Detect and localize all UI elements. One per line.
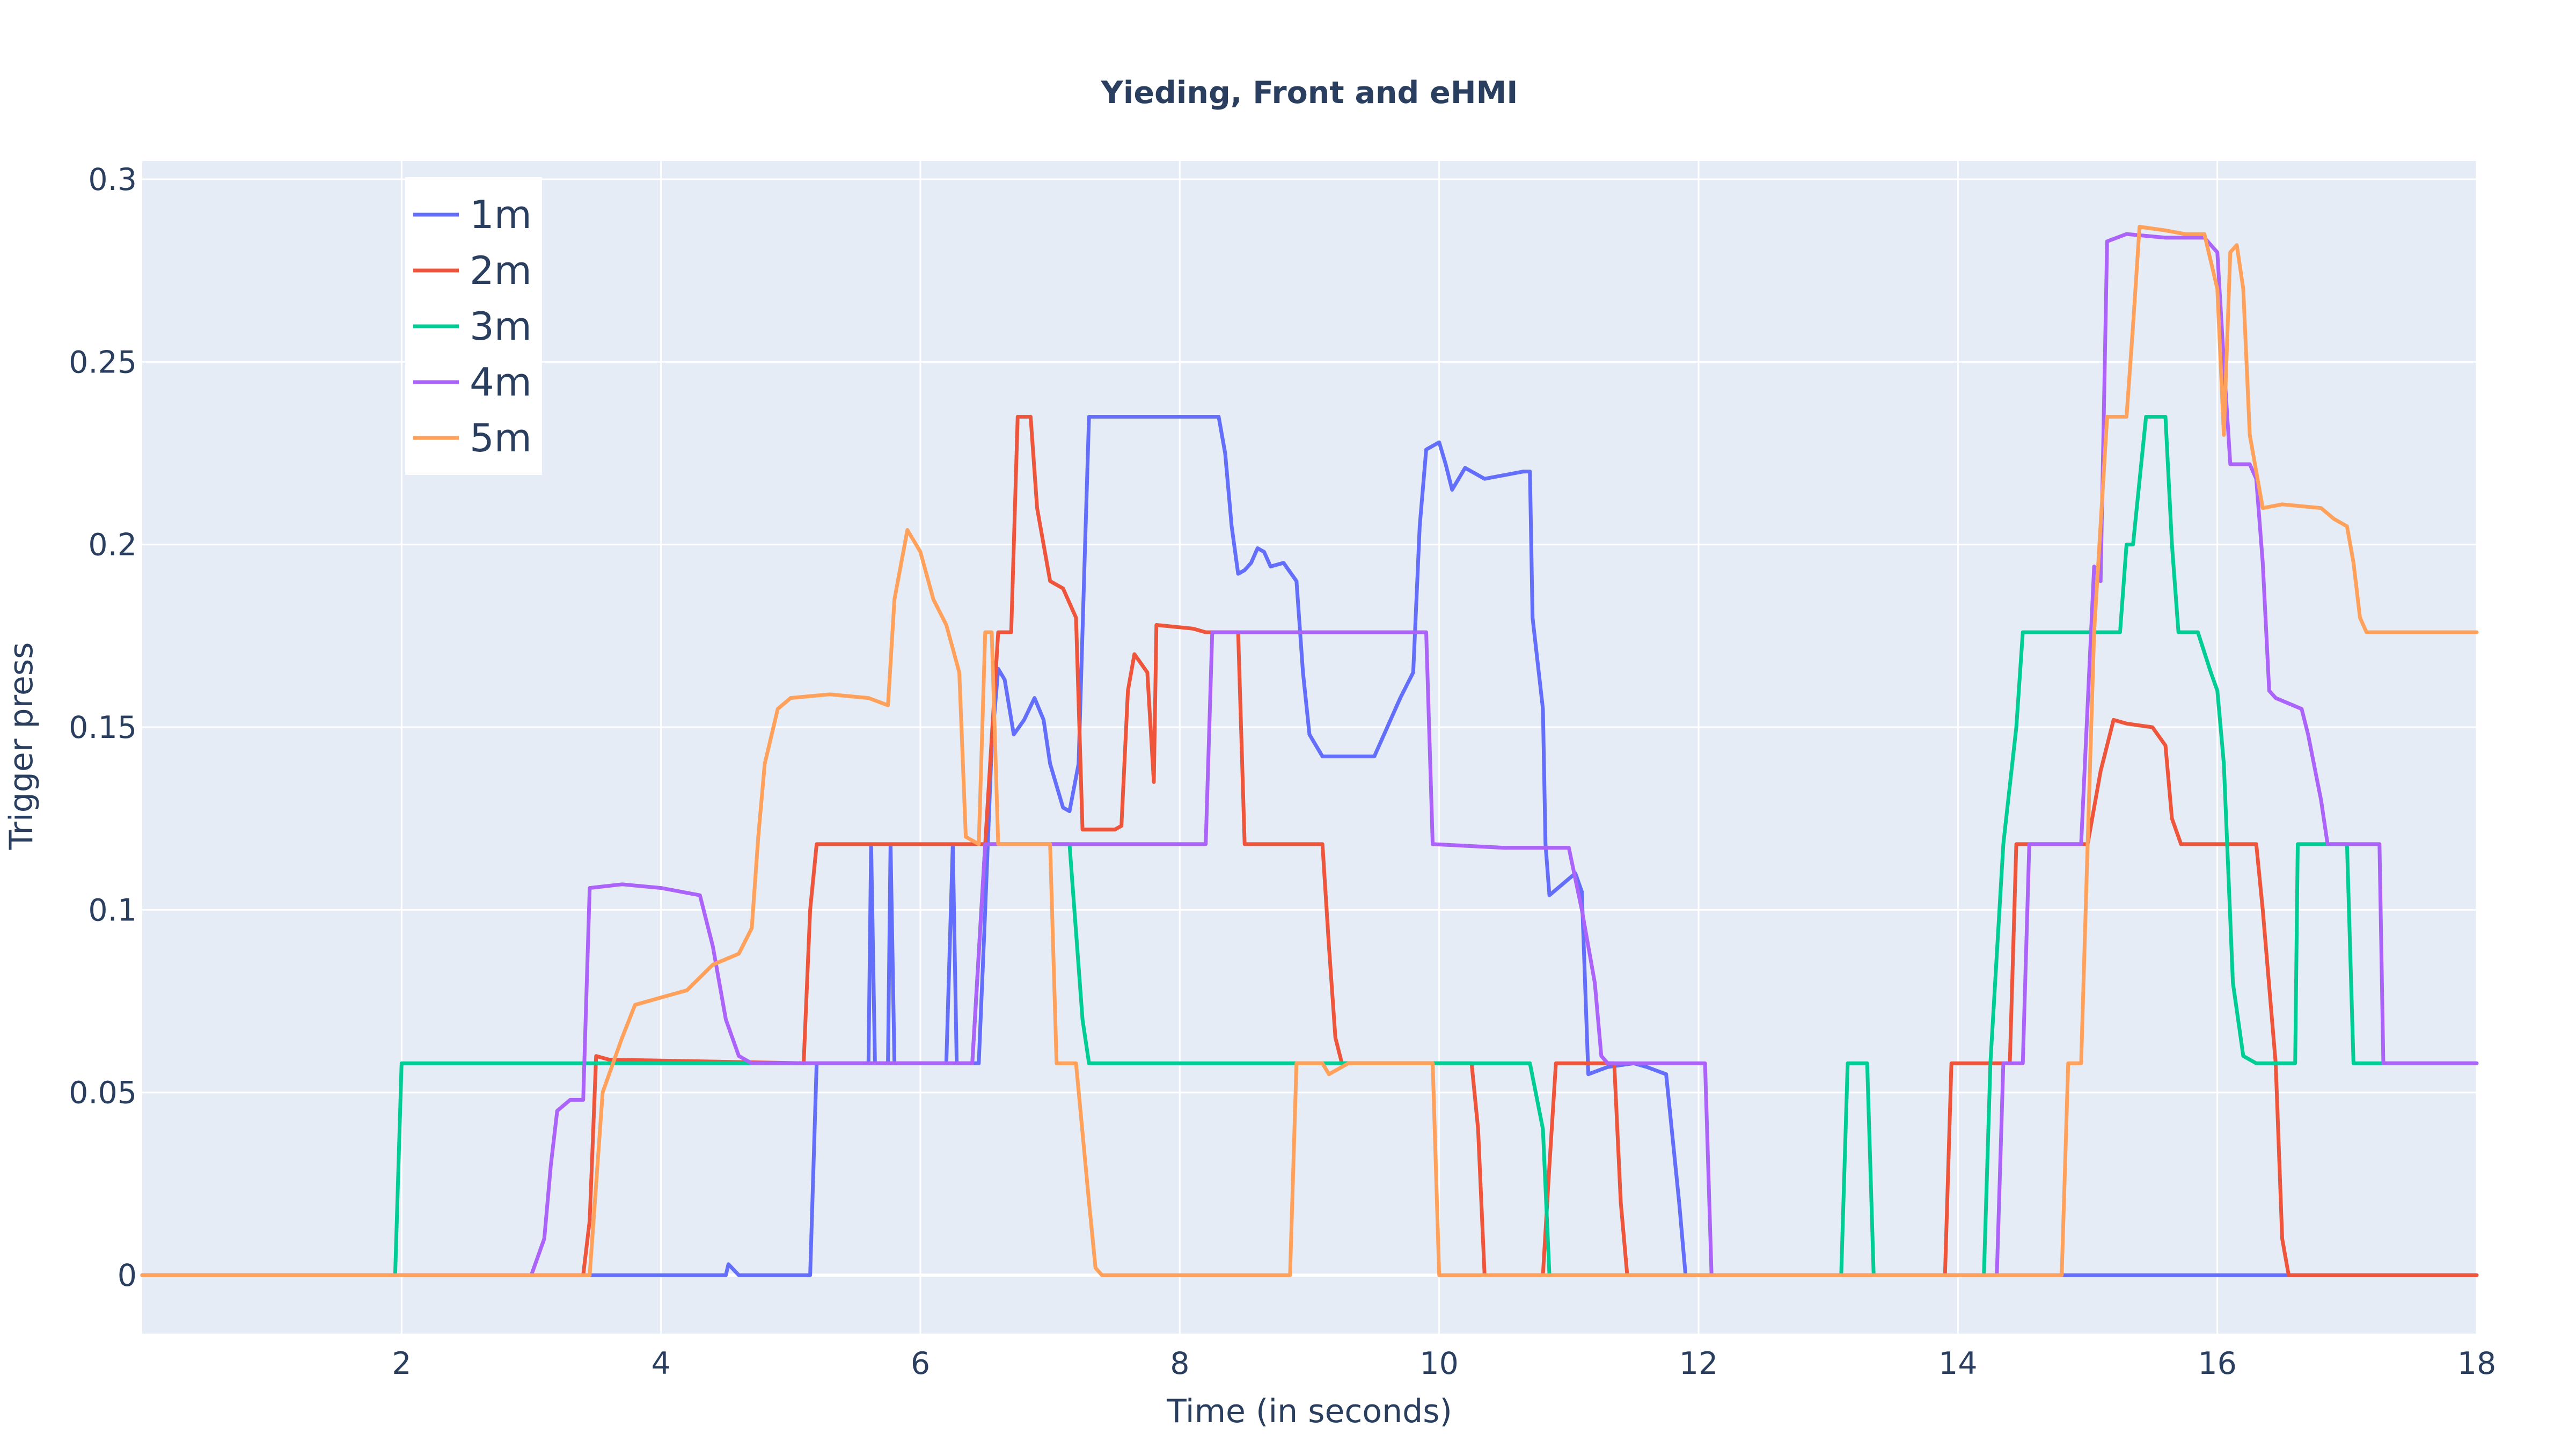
y-tick-label: 0.2 xyxy=(88,528,137,563)
x-tick-label: 14 xyxy=(1938,1346,1978,1381)
y-tick-label: 0.15 xyxy=(69,710,137,745)
series-line-3m xyxy=(140,415,2479,1277)
legend-label-4m: 4m xyxy=(470,360,532,405)
x-tick-label: 8 xyxy=(1170,1346,1189,1381)
x-tick-label: 10 xyxy=(1419,1346,1459,1381)
y-tick-label: 0.3 xyxy=(88,162,137,197)
legend-label-5m: 5m xyxy=(470,415,532,460)
x-tick-label: 18 xyxy=(2457,1346,2497,1381)
x-tick-labels: 2 4 6 8 10 12 14 16 18 xyxy=(392,1346,2496,1381)
series-line-2m xyxy=(140,415,2479,1277)
chart-title: Yieding, Front and eHMI xyxy=(1101,75,1518,111)
legend: 1m 2m 3m 4m 5m xyxy=(405,177,542,475)
x-tick-label: 2 xyxy=(392,1346,411,1381)
legend-label-2m: 2m xyxy=(470,248,532,293)
x-tick-label: 4 xyxy=(652,1346,671,1381)
legend-label-1m: 1m xyxy=(470,192,532,237)
legend-label-3m: 3m xyxy=(470,304,532,349)
x-axis-title: Time (in seconds) xyxy=(1166,1393,1452,1430)
y-axis-title: Trigger press xyxy=(3,642,40,851)
series-lines xyxy=(140,225,2479,1277)
series-line-4m xyxy=(140,232,2479,1277)
y-tick-label: 0 xyxy=(118,1258,137,1293)
x-tick-label: 6 xyxy=(911,1346,930,1381)
y-tick-labels: 0 0.05 0.1 0.15 0.2 0.25 0.3 xyxy=(69,162,137,1293)
y-tick-label: 0.25 xyxy=(69,345,137,380)
x-tick-label: 16 xyxy=(2198,1346,2237,1381)
y-tick-label: 0.05 xyxy=(69,1075,137,1111)
y-tick-label: 0.1 xyxy=(88,892,137,928)
series-line-5m xyxy=(140,225,2479,1277)
x-tick-label: 12 xyxy=(1679,1346,1718,1381)
